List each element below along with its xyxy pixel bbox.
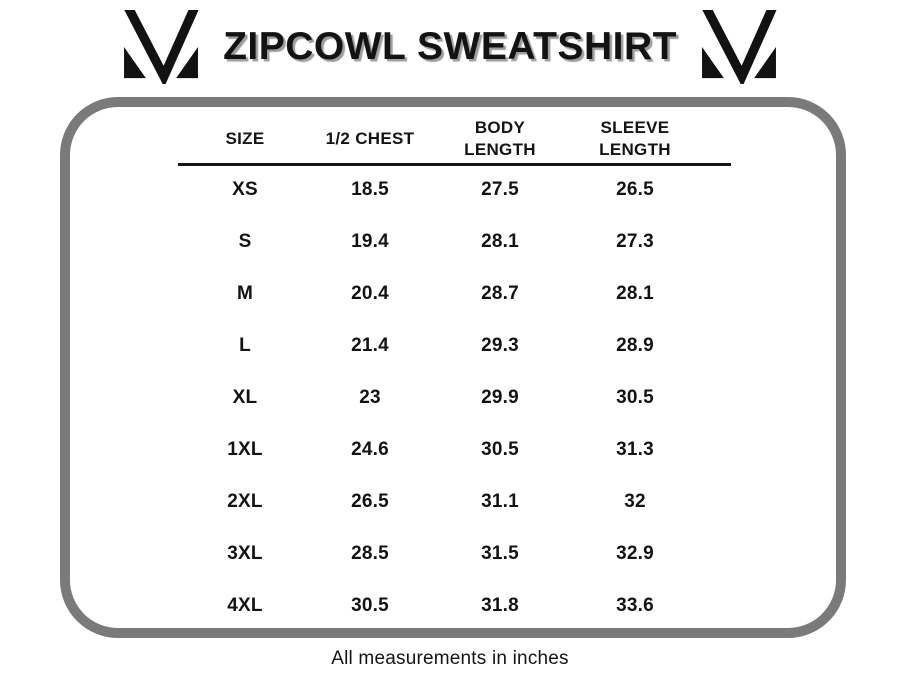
cell-sleeve-length: 28.1 [616,283,654,304]
table-header-row: SIZE 1/2 CHEST BODY LENGTH SLEEVE LENGTH [178,116,698,162]
column-header-line: SIZE [225,129,265,148]
cell-body-length: 30.5 [481,439,519,460]
column-header-body-length: BODY LENGTH [428,116,572,162]
column-header-line: SLEEVE [600,118,670,137]
cell-sleeve-length: 32 [624,491,646,512]
brand-m-monogram-left-icon [119,10,203,84]
column-header-line: 1/2 CHEST [325,129,415,148]
cell-sleeve-length: 31.3 [616,439,654,460]
cell-half-chest: 24.6 [351,439,389,460]
cell-body-length: 31.1 [481,491,519,512]
cell-sleeve-length: 30.5 [616,387,654,408]
column-header-size: SIZE [178,116,312,162]
cell-body-length: 31.8 [481,595,519,616]
cell-half-chest: 20.4 [351,283,389,304]
cell-body-length: 29.9 [481,387,519,408]
page-title: ZIPCOWL SWEATSHIRT [223,25,677,68]
cell-body-length: 29.3 [481,335,519,356]
cell-half-chest: 28.5 [351,543,389,564]
cell-size: 3XL [227,543,263,564]
header-divider-line [178,163,731,166]
cell-half-chest: 21.4 [351,335,389,356]
cell-sleeve-length: 26.5 [616,179,654,200]
cell-size: XS [232,179,258,200]
column-header-line: BODY [474,118,526,137]
cell-half-chest: 19.4 [351,231,389,252]
cell-body-length: 28.7 [481,283,519,304]
cell-size: M [236,283,254,304]
cell-body-length: 31.5 [481,543,519,564]
cell-half-chest: 18.5 [351,179,389,200]
column-header-half-chest: 1/2 CHEST [312,116,428,162]
cell-size: 4XL [227,595,263,616]
rounded-border-frame [60,97,846,638]
cell-body-length: 27.5 [481,179,519,200]
cell-size: 1XL [227,439,263,460]
column-header-line: LENGTH [464,140,536,159]
measurements-note: All measurements in inches [331,648,569,669]
cell-size: S [238,231,252,252]
cell-sleeve-length: 32.9 [616,543,654,564]
cell-sleeve-length: 27.3 [616,231,654,252]
column-header-sleeve-length: SLEEVE LENGTH [572,116,698,162]
cell-body-length: 28.1 [481,231,519,252]
table-body: XS 18.5 27.5 26.5 S 19.4 28.1 27.3 M 20.… [178,164,698,632]
cell-half-chest: 26.5 [351,491,389,512]
cell-size: 2XL [227,491,263,512]
cell-sleeve-length: 33.6 [616,595,654,616]
header: ZIPCOWL SWEATSHIRT [0,6,900,88]
cell-half-chest: 30.5 [351,595,389,616]
cell-half-chest: 23 [359,387,381,408]
cell-sleeve-length: 28.9 [616,335,654,356]
brand-m-monogram-right-icon [697,10,781,84]
column-header-line: LENGTH [599,140,671,159]
cell-size: XL [232,387,258,408]
cell-size: L [239,335,251,356]
